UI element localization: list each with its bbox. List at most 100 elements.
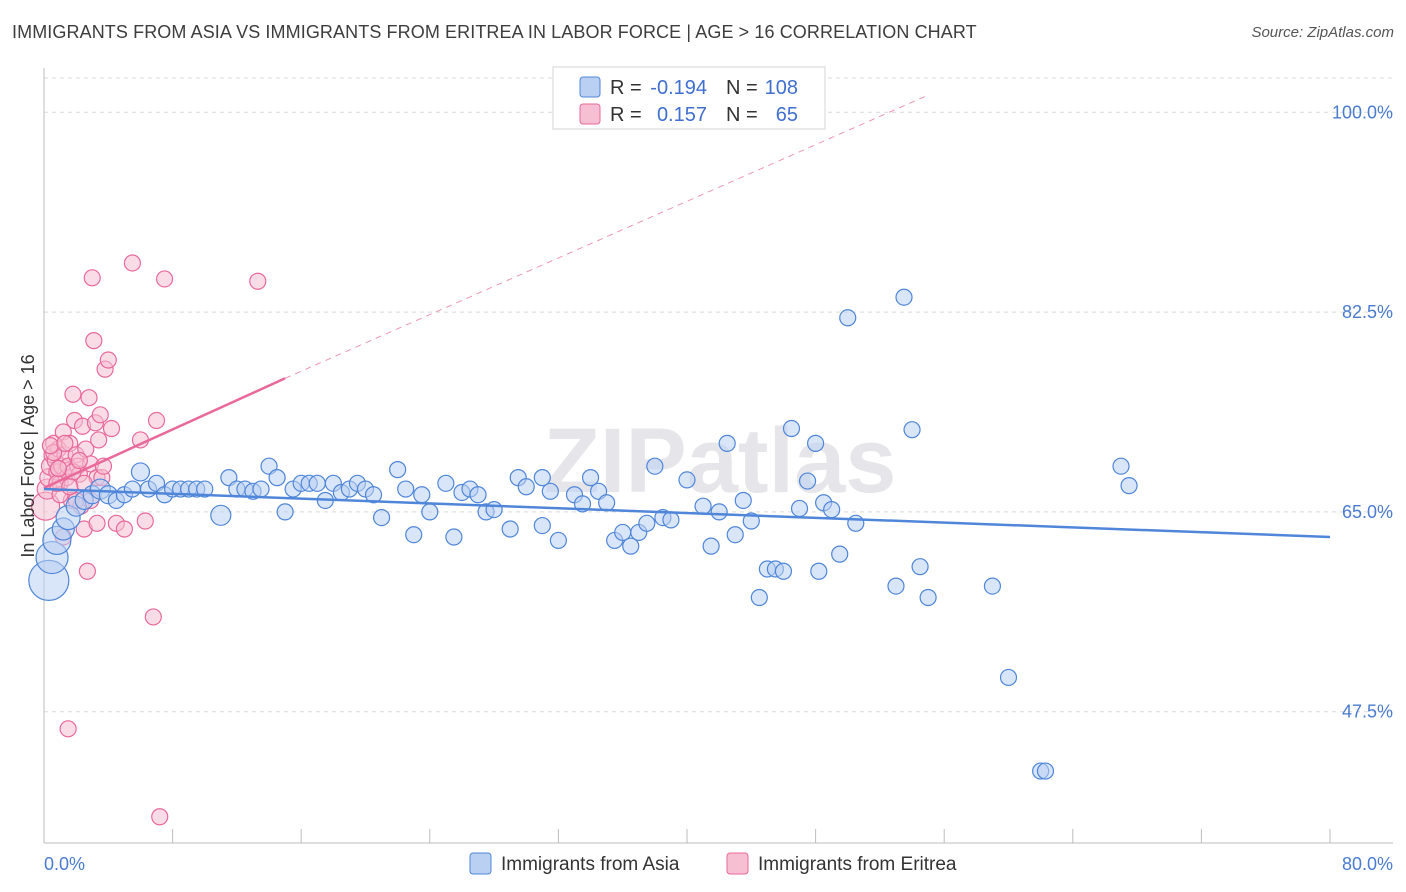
- eritrea-point: [151, 808, 169, 826]
- asia-point: [598, 494, 616, 512]
- legend-n-value-eritrea: 65: [776, 104, 798, 126]
- eritrea-point: [147, 411, 166, 430]
- legend-swatch-eritrea: [579, 103, 601, 125]
- legend-r-label-asia: R =: [610, 77, 642, 99]
- legend-r-value-asia: -0.194: [650, 77, 707, 99]
- legend-r-value-eritrea: 0.157: [657, 104, 707, 126]
- asia-point: [810, 562, 828, 580]
- x-tick-label-min: 0.0%: [44, 854, 85, 874]
- legend-n-label-eritrea: N =: [726, 104, 758, 126]
- trend-lines: [43, 94, 1331, 539]
- asia-point: [710, 503, 728, 521]
- asia-point: [485, 500, 503, 519]
- bottom-legend-swatch-eritrea: [726, 852, 749, 875]
- asia-point: [678, 471, 696, 489]
- asia-point: [517, 478, 535, 496]
- asia-point: [726, 526, 744, 544]
- eritrea-point: [115, 520, 133, 538]
- eritrea-point: [80, 389, 98, 407]
- asia-point: [839, 309, 857, 327]
- asia-point: [774, 562, 793, 580]
- eritrea-point: [78, 562, 97, 580]
- series-asia-points: [28, 288, 1138, 780]
- asia-point: [364, 486, 383, 504]
- asia-point: [1112, 457, 1130, 475]
- source-label: Source: ZipAtlas.com: [1251, 24, 1394, 41]
- series-legend: Immigrants from Asia Immigrants from Eri…: [469, 852, 957, 875]
- asia-point: [581, 469, 600, 487]
- asia-point: [541, 482, 559, 500]
- asia-point: [847, 514, 865, 532]
- eritrea-point: [102, 419, 121, 438]
- y-tick-label: 65.0%: [1342, 502, 1393, 522]
- eritrea-point: [155, 270, 174, 288]
- asia-point: [445, 528, 463, 546]
- chart-title: IMMIGRANTS FROM ASIA VS IMMIGRANTS FROM …: [12, 22, 977, 42]
- asia-point: [895, 288, 913, 306]
- eritrea-point: [88, 514, 106, 532]
- asia-point: [806, 434, 825, 452]
- asia-point: [622, 537, 640, 555]
- y-tick-labels: 47.5% 65.0% 82.5% 100.0%: [1332, 102, 1393, 721]
- asia-point: [790, 499, 809, 518]
- eritrea-point: [70, 451, 88, 470]
- legend-r-label-eritrea: R =: [610, 104, 642, 126]
- asia-point: [413, 486, 431, 504]
- asia-point: [276, 503, 294, 521]
- asia-point: [903, 421, 921, 439]
- asia-point: [389, 461, 407, 479]
- bottom-legend-label-asia: Immigrants from Asia: [501, 854, 680, 875]
- asia-point: [782, 419, 801, 438]
- asia-point: [919, 588, 937, 607]
- legend-n-label-asia: N =: [726, 77, 758, 99]
- asia-point: [421, 503, 439, 521]
- asia-point: [130, 462, 151, 482]
- eritrea-point: [144, 608, 162, 626]
- asia-point: [694, 497, 712, 515]
- asia-point: [750, 588, 768, 607]
- asia-point: [887, 577, 905, 595]
- asia-point: [397, 480, 415, 498]
- asia-point: [831, 545, 849, 563]
- asia-point: [437, 474, 455, 492]
- bottom-legend-swatch-asia: [469, 852, 492, 875]
- eritrea-point: [85, 332, 103, 350]
- y-axis-title: In Labor Force | Age > 16: [18, 354, 38, 557]
- y-tick-label: 82.5%: [1342, 302, 1393, 322]
- asia-point: [469, 486, 487, 504]
- eritrea-point: [59, 720, 77, 738]
- x-tick-label-max: 80.0%: [1342, 854, 1393, 874]
- eritrea-point: [41, 437, 60, 455]
- asia-point: [702, 537, 720, 555]
- eritrea-point: [83, 269, 101, 287]
- eritrea-point: [91, 406, 109, 424]
- eritrea-point: [249, 272, 267, 290]
- asia-point: [734, 491, 752, 510]
- eritrea-point: [90, 431, 108, 449]
- eritrea-trend-extension: [284, 94, 929, 379]
- asia-point: [911, 558, 929, 576]
- y-tick-label: 100.0%: [1332, 102, 1393, 122]
- asia-point: [549, 531, 568, 550]
- correlation-legend: R = -0.194 N = 108 R = 0.157 N = 65: [552, 66, 826, 130]
- asia-point: [268, 469, 286, 487]
- asia-point: [372, 508, 391, 527]
- asia-point: [646, 457, 664, 475]
- asia-point: [210, 504, 232, 526]
- y-tick-label: 47.5%: [1342, 702, 1393, 722]
- eritrea-point: [61, 478, 79, 496]
- asia-point: [638, 514, 656, 532]
- asia-point: [533, 516, 551, 535]
- asia-point: [823, 500, 841, 519]
- asia-point: [1036, 762, 1055, 780]
- eritrea-point: [99, 351, 117, 369]
- asia-point: [999, 668, 1018, 687]
- asia-point: [252, 480, 270, 498]
- asia-point: [662, 511, 680, 529]
- asia-point: [1120, 477, 1138, 495]
- eritrea-trend-line: [43, 377, 286, 490]
- bottom-legend-label-eritrea: Immigrants from Eritrea: [758, 854, 957, 875]
- asia-point: [742, 512, 760, 530]
- eritrea-point: [64, 385, 82, 403]
